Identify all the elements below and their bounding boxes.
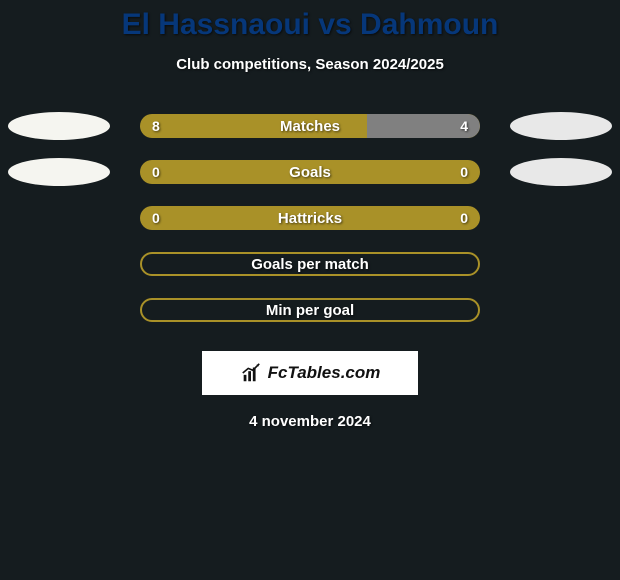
stat-value-right: 0	[460, 164, 468, 180]
stat-label: Goals	[140, 164, 480, 181]
date: 4 november 2024	[0, 413, 620, 430]
stat-bar: 8Matches4	[140, 114, 480, 138]
stat-value-right: 0	[460, 210, 468, 226]
chart-icon	[240, 362, 262, 384]
player-left-ellipse	[8, 112, 110, 140]
stat-bar: 0Goals0	[140, 160, 480, 184]
player-right-ellipse	[510, 158, 612, 186]
logo-text: FcTables.com	[268, 363, 381, 383]
stat-bar: Min per goal	[140, 298, 480, 322]
stat-bar: Goals per match	[140, 252, 480, 276]
stat-value-left: 8	[152, 118, 160, 134]
stat-label: Min per goal	[142, 302, 478, 319]
stat-value-left: 0	[152, 210, 160, 226]
stat-row: Goals per match	[0, 241, 620, 287]
stat-row: 0Hattricks0	[0, 195, 620, 241]
logo-box: FcTables.com	[202, 351, 418, 395]
stat-row: 8Matches4	[0, 103, 620, 149]
stats-comparison-card: El Hassnaoui vs Dahmoun Club competition…	[0, 0, 620, 580]
stat-rows: 8Matches40Goals00Hattricks0Goals per mat…	[0, 103, 620, 333]
stat-value-right: 4	[460, 118, 468, 134]
player-right-ellipse	[510, 112, 612, 140]
page-title: El Hassnaoui vs Dahmoun	[0, 0, 620, 42]
stat-bar: 0Hattricks0	[140, 206, 480, 230]
stat-row: 0Goals0	[0, 149, 620, 195]
player-left-ellipse	[8, 158, 110, 186]
stat-label: Hattricks	[140, 210, 480, 227]
stat-value-left: 0	[152, 164, 160, 180]
subtitle: Club competitions, Season 2024/2025	[0, 56, 620, 73]
stat-row: Min per goal	[0, 287, 620, 333]
stat-label: Goals per match	[142, 256, 478, 273]
